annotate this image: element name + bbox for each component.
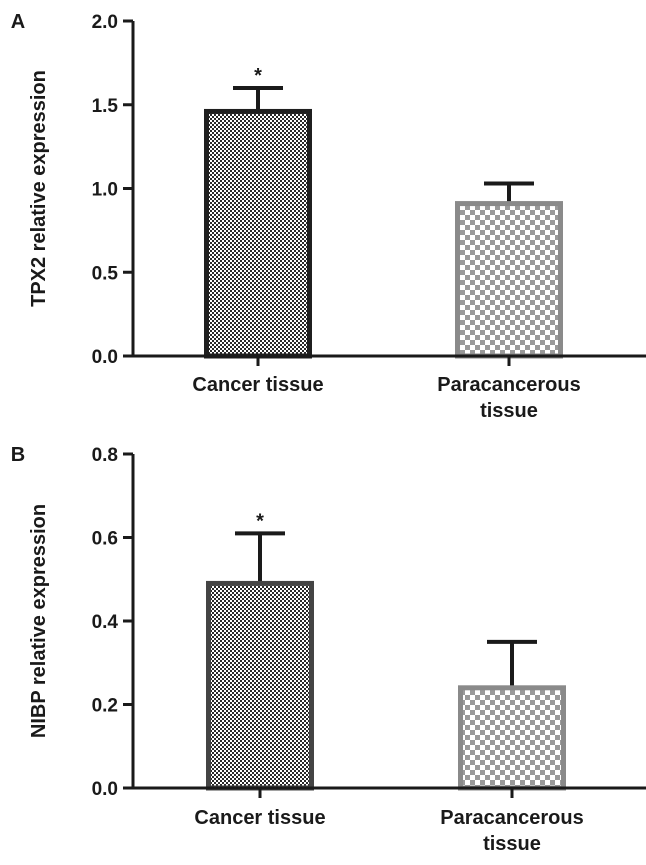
panel-a: A TPX2 relative expression * Cancer tissue P… bbox=[11, 11, 646, 422]
y-tick-label: 0.8 bbox=[92, 445, 118, 466]
x-tick-label: Cancer tissue bbox=[194, 807, 325, 829]
y-tick-label: 0.2 bbox=[92, 696, 118, 717]
bar bbox=[204, 108, 312, 359]
y-tick-label: 0.0 bbox=[92, 779, 118, 800]
error-bar bbox=[487, 639, 537, 688]
y-tick-label: 0.4 bbox=[92, 612, 119, 633]
x-tick-label: Paracancerous bbox=[437, 374, 580, 396]
error-bar bbox=[235, 531, 285, 584]
significance-marker: * bbox=[254, 65, 262, 87]
bar bbox=[458, 685, 566, 791]
panel-b: B NIBP relative expression * Cancer tissue P… bbox=[11, 444, 646, 855]
bar bbox=[206, 580, 314, 791]
panel-label: B bbox=[11, 444, 25, 466]
x-tick-label: tissue bbox=[480, 400, 538, 422]
error-bar bbox=[484, 181, 534, 204]
y-axis-title: TPX2 relative expression bbox=[28, 70, 50, 307]
y-tick-label: 1.0 bbox=[92, 180, 118, 201]
y-tick-label: 0.6 bbox=[92, 529, 118, 550]
y-axis-title: NIBP relative expression bbox=[28, 504, 50, 738]
bar bbox=[455, 201, 563, 359]
significance-marker: * bbox=[256, 510, 264, 532]
y-tick-label: 0.5 bbox=[92, 263, 119, 284]
panel-label: A bbox=[11, 11, 25, 33]
y-tick-label: 1.5 bbox=[92, 96, 119, 117]
y-tick-label: 2.0 bbox=[92, 12, 118, 33]
error-bar bbox=[233, 86, 283, 112]
y-tick-label: 0.0 bbox=[92, 347, 118, 368]
x-tick-label: Cancer tissue bbox=[192, 374, 323, 396]
x-tick-label: tissue bbox=[483, 833, 541, 855]
x-tick-label: Paracancerous bbox=[440, 807, 583, 829]
